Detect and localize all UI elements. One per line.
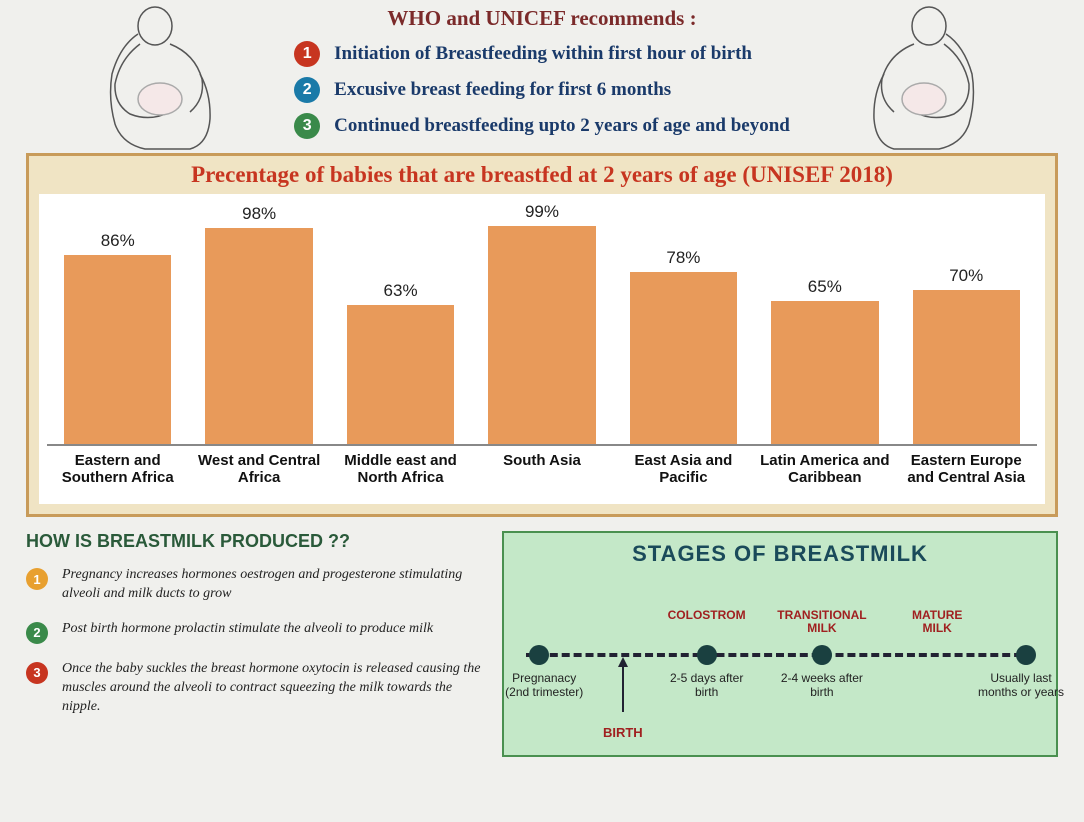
produce-text: Once the baby suckles the breast hormone… [62, 660, 486, 717]
bar-value-label: 65% [808, 277, 842, 297]
produce-section: HOW IS BREASTMILK PRODUCED ?? 1 Pregnancy… [26, 531, 486, 757]
bar-category-label: Latin America and Caribbean [754, 452, 895, 487]
bar-category-label: South Asia [471, 452, 612, 487]
produce-number: 3 [26, 662, 48, 684]
rec-item: 2 Excusive breast feeding for first 6 mon… [294, 77, 790, 103]
bar [771, 301, 878, 444]
bar-category-label: Eastern Europe and Central Asia [896, 452, 1037, 487]
chart-area: 86% 98% 63% 99% 78% 65% 70% Eastern and Southe… [39, 194, 1045, 504]
bar [913, 290, 1020, 444]
bar [64, 255, 171, 444]
bar-column: 86% [47, 231, 188, 444]
bar-value-label: 98% [242, 204, 276, 224]
produce-number: 1 [26, 568, 48, 590]
bar-value-label: 78% [666, 248, 700, 268]
rec-text: Initiation of Breastfeeding within first… [334, 43, 752, 65]
bar-column: 63% [330, 281, 471, 444]
bar-value-label: 63% [384, 281, 418, 301]
rec-item: 1 Initiation of Breastfeeding within firs… [294, 41, 790, 67]
rec-text: Continued breastfeeding upto 2 years of … [334, 115, 790, 137]
chart-title: Precentage of babies that are breastfed … [39, 162, 1045, 188]
mother-icon-right [854, 4, 1024, 154]
stages-title: STAGES OF BREASTMILK [518, 541, 1042, 567]
header: WHO and UNICEF recommends : 1Initiation … [0, 0, 1084, 149]
produce-item: 2 Post birth hormone prolactin stimulate … [26, 620, 486, 644]
arrow-icon [615, 657, 631, 717]
stages-panel: STAGES OF BREASTMILK COLOSTROM TRANSITION… [502, 531, 1058, 757]
recommendations-list: 1 Initiation of Breastfeeding within firs… [294, 41, 790, 149]
timeline-time-label: 2-5 days after birth [662, 671, 752, 700]
timeline-stage-label: COLOSTROM [668, 609, 746, 622]
chart-container: Precentage of babies that are breastfed … [26, 153, 1058, 517]
bar-column: 70% [896, 266, 1037, 444]
timeline-time-label: Usually last months or years [976, 671, 1066, 700]
produce-number: 2 [26, 622, 48, 644]
rec-number: 1 [294, 41, 320, 67]
bar [630, 272, 737, 444]
bar [347, 305, 454, 444]
rec-text: Excusive breast feeding for first 6 mont… [334, 79, 671, 101]
timeline-dot [697, 645, 717, 665]
bar-column: 98% [188, 204, 329, 444]
bar-column: 99% [471, 202, 612, 444]
bars-row: 86%98%63%99%78%65%70% [47, 206, 1037, 446]
produce-text: Pregnancy increases hormones oestrogen a… [62, 566, 486, 604]
bar [488, 226, 595, 444]
bar [205, 228, 312, 444]
bar-value-label: 70% [949, 266, 983, 286]
timeline-time-label: 2-4 weeks after birth [777, 671, 867, 700]
timeline-dot [529, 645, 549, 665]
birth-arrow [615, 657, 631, 722]
timeline-line [526, 653, 1034, 657]
labels-row: Eastern and Southern AfricaWest and Cent… [47, 452, 1037, 487]
bar-column: 65% [754, 277, 895, 444]
bar-column: 78% [613, 248, 754, 444]
rec-item: 3 Continued breastfeeding upto 2 years of… [294, 113, 790, 139]
bar-value-label: 86% [101, 231, 135, 251]
bar-value-label: 99% [525, 202, 559, 222]
bar-category-label: West and Central Africa [188, 452, 329, 487]
bar-category-label: East Asia and Pacific [613, 452, 754, 487]
produce-text: Post birth hormone prolactin stimulate t… [62, 620, 433, 639]
rec-number: 3 [294, 113, 320, 139]
produce-list: 1 Pregnancy increases hormones oestrogen … [26, 566, 486, 716]
bar-category-label: Eastern and Southern Africa [47, 452, 188, 487]
bottom-section: HOW IS BREASTMILK PRODUCED ?? 1 Pregnancy… [0, 531, 1084, 757]
bar-category-label: Middle east and North Africa [330, 452, 471, 487]
produce-item: 1 Pregnancy increases hormones oestrogen … [26, 566, 486, 604]
mother-icon-left [60, 4, 230, 154]
timeline-stage-label: TRANSITIONALMILK [777, 609, 866, 635]
timeline: COLOSTROMTRANSITIONALMILKMATUREMILKPregn… [518, 595, 1042, 745]
timeline-time-label: Pregnanacy (2nd trimester) [499, 671, 589, 700]
produce-title: HOW IS BREASTMILK PRODUCED ?? [26, 531, 486, 552]
rec-number: 2 [294, 77, 320, 103]
timeline-dot [812, 645, 832, 665]
produce-item: 3 Once the baby suckles the breast hormon… [26, 660, 486, 717]
timeline-dot [1016, 645, 1036, 665]
timeline-stage-label: MATUREMILK [912, 609, 962, 635]
birth-label: BIRTH [603, 725, 643, 740]
